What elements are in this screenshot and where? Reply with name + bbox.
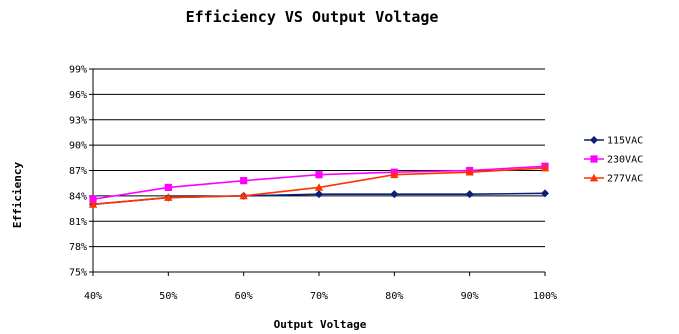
data-point-diamond bbox=[315, 190, 323, 199]
data-point-diamond bbox=[590, 136, 598, 144]
legend-label: 115VAC bbox=[607, 136, 643, 147]
legend-label: 230VAC bbox=[607, 155, 643, 166]
y-tick-label: 84% bbox=[69, 191, 87, 202]
legend: 115VAC 230VAC 277VAC bbox=[584, 136, 643, 185]
y-tick-labels: 75% 78% 81% 84% 87% 90% 93% 96% 99% bbox=[69, 65, 87, 279]
data-point-triangle bbox=[390, 170, 399, 179]
x-tick-label: 60% bbox=[235, 291, 253, 302]
x-tick-label: 50% bbox=[159, 291, 177, 302]
data-point-diamond bbox=[465, 190, 474, 199]
legend-item-230VAC: 230VAC bbox=[584, 155, 643, 166]
data-point-diamond bbox=[390, 190, 399, 199]
data-point-square bbox=[164, 183, 172, 192]
y-tick-label: 99% bbox=[69, 65, 87, 76]
y-tick-label: 75% bbox=[69, 268, 87, 279]
y-tick-label: 90% bbox=[69, 141, 87, 152]
series-277VAC bbox=[88, 163, 550, 208]
data-point-triangle bbox=[589, 173, 599, 182]
x-tick-label: 90% bbox=[461, 291, 479, 302]
series-group bbox=[88, 162, 550, 209]
legend-label: 277VAC bbox=[607, 174, 643, 185]
data-point-triangle bbox=[314, 183, 324, 191]
data-point-triangle bbox=[465, 167, 474, 176]
y-axis-label: Efficiency bbox=[11, 162, 24, 229]
data-point-triangle bbox=[239, 191, 248, 200]
x-tick-label: 80% bbox=[385, 291, 403, 302]
data-point-square bbox=[590, 155, 598, 163]
y-tick-label: 96% bbox=[69, 90, 87, 101]
data-point-diamond bbox=[541, 189, 549, 198]
x-tick-label: 40% bbox=[84, 291, 102, 302]
x-tick-label: 100% bbox=[533, 291, 557, 302]
legend-item-277VAC: 277VAC bbox=[584, 174, 643, 185]
y-tick-label: 87% bbox=[69, 166, 87, 177]
chart-title: Efficiency VS Output Voltage bbox=[186, 8, 439, 26]
data-point-square bbox=[240, 177, 248, 185]
legend-item-115VAC: 115VAC bbox=[584, 136, 643, 147]
grid bbox=[93, 68, 545, 248]
x-tick-label: 70% bbox=[310, 291, 328, 302]
data-point-square bbox=[89, 195, 97, 203]
y-tick-label: 93% bbox=[69, 115, 87, 126]
data-point-triangle bbox=[164, 193, 173, 201]
y-tick-label: 81% bbox=[69, 217, 87, 228]
x-axis-label: Output Voltage bbox=[274, 318, 367, 331]
x-tick-labels: 40% 50% 60% 70% 80% 90% 100% bbox=[84, 291, 557, 302]
data-point-square bbox=[315, 171, 323, 179]
y-tick-label: 78% bbox=[69, 242, 87, 253]
data-point-triangle bbox=[540, 163, 550, 172]
data-point-triangle bbox=[88, 200, 98, 208]
